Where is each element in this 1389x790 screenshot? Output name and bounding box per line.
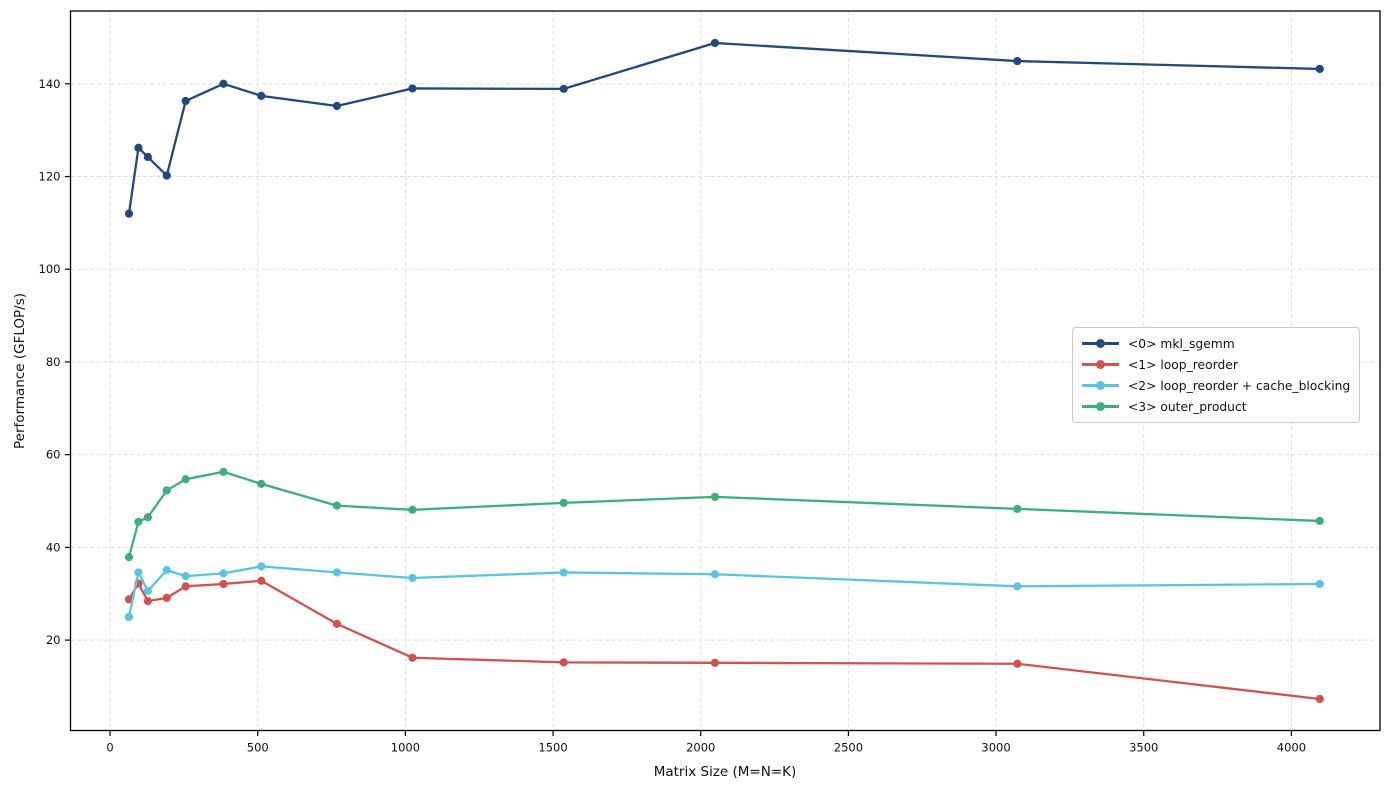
series-1-marker: [710, 658, 720, 667]
y-tick-label: 80: [46, 355, 61, 369]
series-2-marker: [219, 569, 228, 578]
series-2-marker: [162, 565, 171, 575]
series-2-marker: [134, 568, 143, 577]
series-2-marker: [1013, 582, 1022, 591]
legend: <0> mkl_sgemm <1> loop_reorder <2> loop_re…: [1072, 327, 1361, 423]
legend-swatch: [1082, 339, 1119, 349]
series-0-marker: [134, 143, 143, 152]
y-tick-label: 20: [46, 633, 61, 647]
y-tick-label: 140: [39, 77, 61, 91]
x-tick-label: 1000: [391, 741, 420, 755]
x-tick-label: 3500: [1129, 741, 1158, 755]
series-3-marker: [1315, 516, 1324, 526]
series-3-marker: [134, 517, 143, 526]
series-0-marker: [124, 209, 134, 218]
series-3-marker: [219, 467, 228, 476]
x-tick-label: 4000: [1277, 741, 1306, 755]
legend-swatch: [1082, 381, 1119, 391]
legend-swatch: [1082, 360, 1119, 370]
series-3-marker: [332, 501, 341, 510]
legend-swatch: [1082, 402, 1119, 412]
plot-border: [69, 10, 1381, 732]
x-tick-label: 2500: [834, 741, 863, 755]
y-tick-label: 100: [39, 262, 61, 276]
series-1-marker: [143, 597, 152, 606]
series-3-marker: [710, 492, 720, 501]
legend-item-label: <0> mkl_sgemm: [1128, 336, 1235, 351]
legend-marker-icon: [1096, 402, 1105, 411]
series-1-marker: [332, 619, 341, 628]
series-0-marker: [408, 84, 417, 93]
series-0-marker: [181, 96, 190, 106]
series-2-marker: [408, 573, 417, 583]
series-0-marker: [332, 101, 341, 111]
legend-marker-icon: [1096, 339, 1105, 348]
series-0-marker: [257, 91, 266, 100]
series-3-marker: [143, 513, 152, 522]
series-1-marker: [219, 579, 228, 589]
x-tick-label: 2000: [686, 741, 715, 755]
legend-item-label: <3> outer_product: [1128, 399, 1247, 414]
legend-item: <3> outer_product: [1082, 398, 1350, 415]
series-2-marker: [1315, 579, 1324, 589]
x-tick-label: 0: [106, 741, 113, 755]
y-axis-label: Performance (GFLOP/s): [12, 293, 28, 449]
series-1-marker: [124, 595, 134, 604]
series-3-marker: [1013, 504, 1022, 514]
series-3-marker: [162, 486, 171, 495]
series-1-marker: [559, 658, 568, 667]
series-1-marker: [1315, 694, 1324, 704]
x-axis-label: Matrix Size (M=N=K): [654, 764, 797, 780]
series-2-marker: [559, 568, 568, 577]
series-layer: [124, 38, 1324, 704]
series-line-3: [127, 470, 1321, 559]
y-tick-label: 40: [46, 540, 61, 554]
series-1-marker: [1013, 659, 1022, 668]
series-3-marker: [257, 479, 266, 488]
series-0-marker: [559, 84, 568, 93]
series-3-marker: [181, 475, 190, 484]
legend-marker-icon: [1096, 381, 1105, 390]
legend-item-label: <1> loop_reorder: [1128, 357, 1238, 372]
series-line-2: [127, 565, 1321, 619]
series-3-marker: [124, 553, 134, 562]
y-tick-label: 60: [46, 448, 61, 462]
x-tick-label: 3000: [981, 741, 1010, 755]
x-tick-label: 500: [247, 741, 269, 755]
series-3-marker: [408, 505, 417, 514]
series-1-marker: [181, 582, 190, 591]
y-tick-label: 120: [39, 170, 61, 184]
series-2-marker: [143, 586, 152, 596]
series-2-marker: [257, 562, 266, 571]
series-2-marker: [710, 570, 720, 579]
legend-item: <1> loop_reorder: [1082, 356, 1350, 373]
series-0-marker: [1315, 64, 1324, 74]
legend-item: <2> loop_reorder + cache_blocking: [1082, 377, 1350, 394]
series-2-marker: [124, 612, 134, 622]
axes-layer: 0 500 1000 1500 2000 2500 3000 3500 4000 20 40 60 80…: [39, 10, 1381, 755]
series-line-0: [127, 41, 1321, 215]
series-2-marker: [181, 572, 190, 581]
series-1-marker: [162, 593, 171, 603]
series-2-marker: [332, 568, 341, 577]
series-1-marker: [257, 576, 266, 585]
series-0-marker: [143, 152, 152, 162]
series-1-marker: [408, 653, 417, 662]
series-0-marker: [219, 79, 228, 88]
x-tick-label: 1500: [538, 741, 567, 755]
legend-item: <0> mkl_sgemm: [1082, 335, 1350, 352]
series-0-marker: [1013, 56, 1022, 66]
series-3-marker: [559, 498, 568, 507]
series-0-marker: [710, 38, 720, 48]
legend-item-label: <2> loop_reorder + cache_blocking: [1128, 378, 1351, 393]
legend-marker-icon: [1096, 360, 1105, 369]
series-0-marker: [162, 171, 171, 180]
